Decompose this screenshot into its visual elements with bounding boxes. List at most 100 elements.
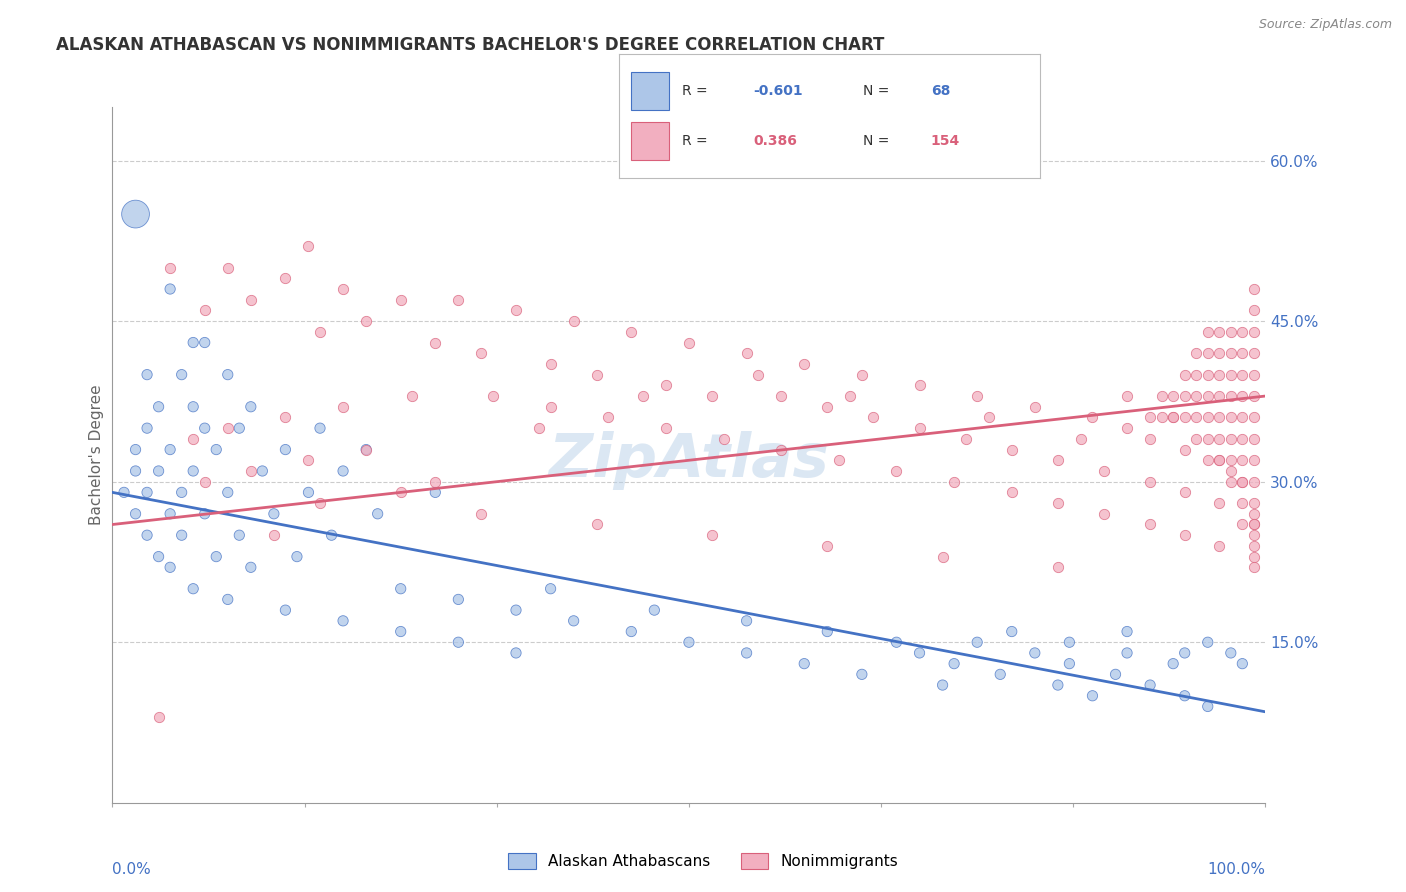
Point bbox=[285, 549, 308, 564]
Point bbox=[159, 442, 181, 457]
Point bbox=[943, 657, 966, 671]
Point bbox=[1001, 624, 1024, 639]
Point bbox=[908, 646, 931, 660]
Point bbox=[1243, 475, 1265, 489]
Point bbox=[1208, 453, 1230, 467]
Point bbox=[159, 282, 181, 296]
Point bbox=[770, 442, 793, 457]
Point bbox=[931, 549, 953, 564]
Point bbox=[620, 624, 643, 639]
Point bbox=[655, 378, 678, 392]
Point bbox=[793, 357, 815, 371]
Point bbox=[470, 507, 492, 521]
Point bbox=[1161, 389, 1184, 403]
Point bbox=[354, 442, 377, 457]
Point bbox=[585, 368, 607, 382]
Point bbox=[136, 528, 159, 542]
Point bbox=[389, 582, 412, 596]
Point bbox=[1116, 389, 1139, 403]
Point bbox=[1232, 475, 1254, 489]
Point bbox=[1150, 410, 1173, 425]
Point bbox=[205, 549, 228, 564]
Point bbox=[170, 368, 193, 382]
Point bbox=[297, 485, 319, 500]
Point bbox=[562, 314, 585, 328]
Point bbox=[217, 485, 239, 500]
Point bbox=[505, 646, 527, 660]
Point bbox=[1197, 635, 1219, 649]
Point bbox=[1219, 432, 1241, 446]
Point bbox=[1232, 368, 1254, 382]
Point bbox=[1174, 389, 1197, 403]
Point bbox=[1197, 410, 1219, 425]
Point bbox=[1046, 496, 1069, 510]
Point bbox=[1243, 517, 1265, 532]
Point bbox=[886, 464, 908, 478]
Point bbox=[181, 432, 204, 446]
Point bbox=[389, 624, 412, 639]
Point bbox=[862, 410, 884, 425]
Point bbox=[367, 507, 389, 521]
Point bbox=[700, 389, 723, 403]
Point bbox=[1139, 517, 1161, 532]
Point bbox=[194, 475, 217, 489]
Point bbox=[1219, 464, 1241, 478]
Point bbox=[205, 442, 228, 457]
Point bbox=[1197, 346, 1219, 360]
Point bbox=[482, 389, 505, 403]
Point bbox=[1208, 389, 1230, 403]
Point bbox=[1092, 464, 1115, 478]
Point bbox=[1197, 325, 1219, 339]
Point bbox=[425, 475, 447, 489]
Point bbox=[815, 400, 838, 414]
Text: ZipAtlas: ZipAtlas bbox=[548, 431, 830, 490]
Point bbox=[1243, 539, 1265, 553]
Point bbox=[770, 389, 793, 403]
Point bbox=[1219, 389, 1241, 403]
Point bbox=[540, 357, 562, 371]
Point bbox=[1046, 453, 1069, 467]
Point bbox=[1243, 517, 1265, 532]
Point bbox=[1208, 432, 1230, 446]
Point bbox=[332, 464, 354, 478]
Point bbox=[1104, 667, 1126, 681]
Point bbox=[747, 368, 769, 382]
Text: 0.386: 0.386 bbox=[754, 134, 797, 148]
Legend: Alaskan Athabascans, Nonimmigrants: Alaskan Athabascans, Nonimmigrants bbox=[502, 847, 904, 875]
Point bbox=[1232, 453, 1254, 467]
Text: ALASKAN ATHABASCAN VS NONIMMIGRANTS BACHELOR'S DEGREE CORRELATION CHART: ALASKAN ATHABASCAN VS NONIMMIGRANTS BACH… bbox=[56, 36, 884, 54]
Point bbox=[1185, 368, 1208, 382]
Point bbox=[1174, 485, 1197, 500]
Point bbox=[1243, 325, 1265, 339]
Point bbox=[148, 464, 170, 478]
Point bbox=[713, 432, 735, 446]
Point bbox=[1219, 346, 1241, 360]
Point bbox=[1070, 432, 1092, 446]
Point bbox=[332, 614, 354, 628]
Point bbox=[1001, 485, 1024, 500]
Point bbox=[1208, 368, 1230, 382]
Point bbox=[1243, 410, 1265, 425]
Point bbox=[425, 335, 447, 350]
Point bbox=[735, 646, 758, 660]
Point bbox=[263, 528, 285, 542]
Point bbox=[1059, 635, 1081, 649]
Point bbox=[955, 432, 977, 446]
Point bbox=[1139, 410, 1161, 425]
Point bbox=[1197, 432, 1219, 446]
Point bbox=[124, 507, 146, 521]
Point bbox=[931, 678, 953, 692]
Point bbox=[643, 603, 665, 617]
Point bbox=[851, 667, 873, 681]
Point bbox=[239, 560, 262, 574]
Point bbox=[239, 293, 262, 307]
Point bbox=[112, 485, 135, 500]
Point bbox=[1243, 507, 1265, 521]
Point bbox=[447, 592, 470, 607]
Text: 68: 68 bbox=[931, 84, 950, 98]
Point bbox=[1243, 560, 1265, 574]
Point bbox=[505, 603, 527, 617]
Point bbox=[1185, 410, 1208, 425]
Point bbox=[839, 389, 862, 403]
Point bbox=[181, 400, 204, 414]
